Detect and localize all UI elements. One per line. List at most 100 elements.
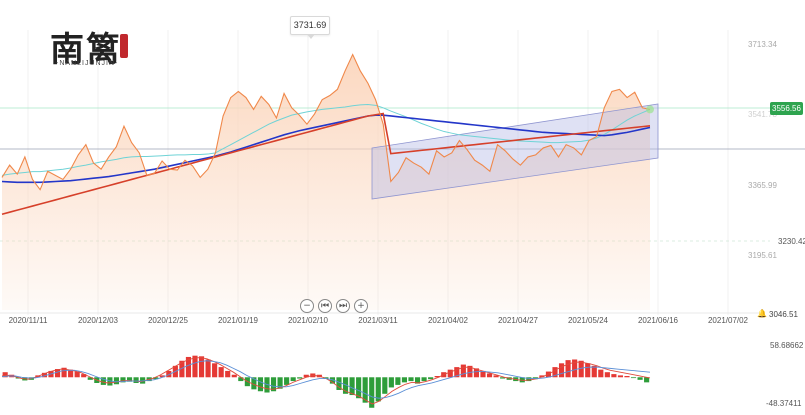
macd-bar-up [225, 370, 231, 378]
macd-bar-up [192, 355, 198, 378]
x-tick-label: 2021/05/24 [568, 316, 609, 325]
next-button[interactable]: ⏭ [336, 299, 350, 313]
price-area-fill [2, 54, 650, 311]
macd-bar-up [81, 374, 87, 378]
macd-bar-up [231, 374, 237, 378]
macd-bar-down [421, 377, 427, 382]
macd-bar-up [467, 365, 473, 378]
macd-bar-down [297, 377, 303, 379]
macd-bar-down [388, 377, 394, 388]
zoom-out-button[interactable]: − [300, 299, 314, 313]
macd-bar-up [303, 374, 309, 378]
macd-bar-down [270, 377, 277, 392]
macd-bar-up [54, 369, 61, 378]
brand-logo: 南篱 -NANLIJUNJIN- [50, 22, 140, 72]
y-tick-label: 3365.99 [748, 181, 777, 190]
x-tick-label: 2021/07/02 [708, 316, 749, 325]
trend-channel [371, 103, 659, 200]
macd-bar-up [454, 367, 460, 378]
macd-bar-down [329, 377, 336, 384]
y-tick-label: 3541.78 [748, 110, 777, 119]
macd-bar-up [486, 373, 493, 378]
macd-dif-line [1, 357, 651, 405]
macd-bar-down [126, 377, 133, 382]
macd-bar-down [637, 377, 643, 380]
macd-bar-up [617, 375, 624, 378]
macd-bar-down [401, 377, 408, 383]
macd-bar-up [434, 376, 440, 378]
macd-bar-up [68, 369, 74, 378]
macd-bar-up [41, 372, 48, 378]
macd-bar-up [159, 375, 165, 378]
macd-bar-down [140, 377, 146, 384]
last-price-marker [646, 105, 654, 114]
macd-bar-up [604, 372, 610, 378]
macd-bar-up [205, 359, 211, 378]
macd-bar-up [198, 356, 205, 378]
y-tick-label: 3713.34 [748, 40, 777, 49]
macd-bar-down [362, 377, 368, 403]
macd-bar-up [166, 370, 172, 378]
macd-bar-down [630, 377, 637, 379]
macd-bar-up [61, 367, 67, 378]
macd-bar-down [251, 377, 257, 390]
macd-bar-down [428, 377, 434, 380]
macd-bar-up [179, 360, 185, 378]
macd-bar-up [2, 372, 8, 378]
x-tick-label: 2020/12/25 [148, 316, 189, 325]
macd-bar-up [212, 363, 218, 378]
zoom-in-button[interactable]: + [354, 299, 368, 313]
macd-bar-down [342, 377, 349, 394]
macd-bar-down [500, 377, 506, 379]
ma-mid-line [1, 114, 651, 184]
macd-bar-up [473, 368, 480, 378]
prev-button[interactable]: ⏮ [318, 299, 332, 313]
alert-bell-icon[interactable]: 🔔 [757, 309, 767, 318]
ma-short-line [1, 104, 651, 176]
macd-bar-up [565, 360, 571, 378]
macd-tick-label: -48.37411 [766, 399, 802, 408]
macd-bar-down [336, 377, 342, 390]
y-tick-label: 3046.51 [769, 310, 798, 319]
x-tick-label: 2021/04/02 [428, 316, 469, 325]
ma-long-line [1, 112, 651, 216]
macd-bar-up [480, 370, 486, 378]
macd-bar-down [644, 377, 650, 383]
logo-subtext: -NANLIJUNJIN- [56, 60, 119, 67]
macd-bar-down [408, 377, 414, 382]
peak-price-tag: 3731.69 [290, 16, 330, 39]
macd-bar-down [100, 377, 106, 385]
macd-bar-up [185, 356, 192, 378]
logo-text: 南篱 [50, 30, 122, 70]
x-tick-label: 2020/12/03 [78, 316, 119, 325]
macd-bar-up [578, 360, 584, 378]
x-tick-label: 2021/03/11 [358, 316, 398, 325]
macd-bar-up [558, 363, 565, 378]
macd-bar-up [460, 364, 466, 378]
macd-bar-up [493, 375, 499, 378]
macd-bar-down [120, 377, 126, 383]
macd-bar-up [598, 369, 604, 378]
macd-bar-down [107, 377, 113, 386]
macd-bar-down [369, 377, 375, 408]
macd-bar-up [552, 367, 558, 378]
macd-bar-down [395, 377, 401, 385]
x-tick-label: 2021/01/19 [218, 316, 259, 325]
macd-bar-up [591, 365, 597, 378]
macd-bar-down [238, 377, 244, 382]
y-tick-label: 3230.42 [778, 237, 805, 246]
macd-bar-down [113, 377, 120, 385]
macd-bar-down [414, 377, 421, 384]
x-tick-label: 2021/06/16 [638, 316, 679, 325]
current-price-tag: 3556.56 [770, 102, 803, 115]
macd-bar-up [74, 371, 80, 378]
macd-bar-down [277, 377, 283, 389]
x-tick-label: 2021/02/10 [288, 316, 329, 325]
macd-bar-up [218, 367, 224, 378]
macd-bar-up [624, 376, 630, 378]
macd-bar-down [375, 377, 381, 402]
macd-bar-down [284, 377, 290, 385]
macd-bar-down [264, 377, 270, 393]
